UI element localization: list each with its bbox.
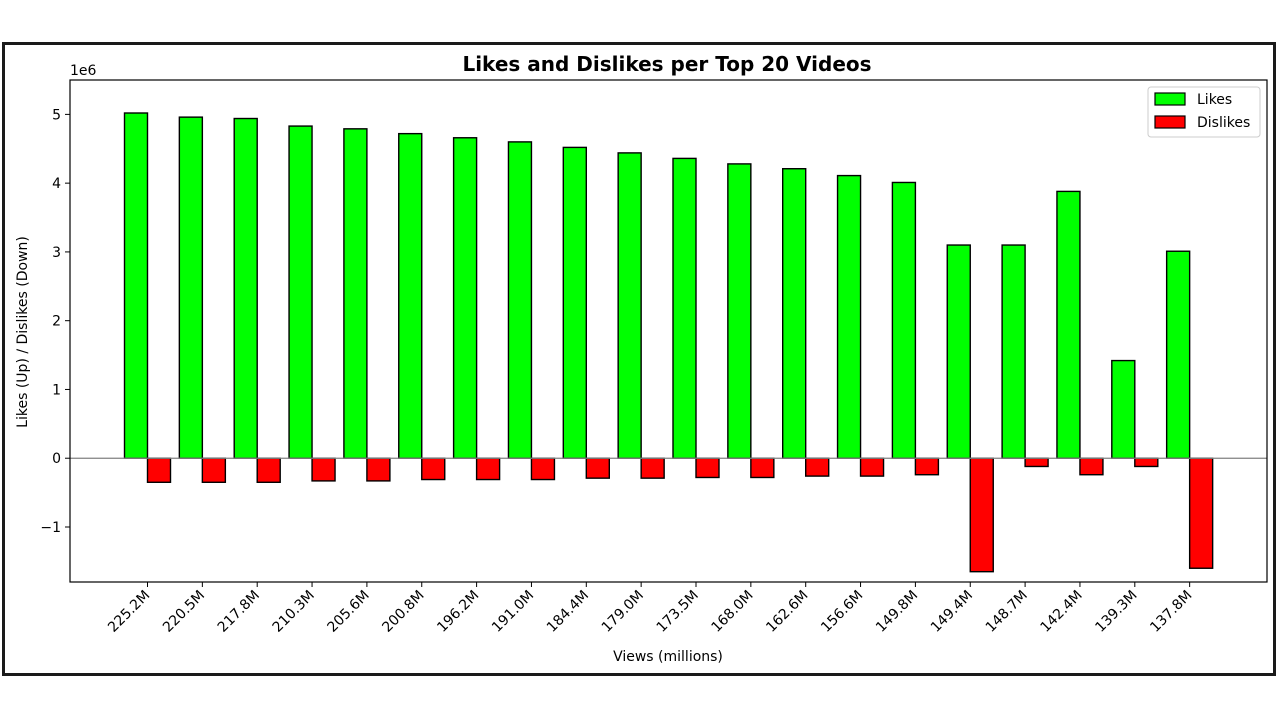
likes-bar xyxy=(727,163,752,459)
dislikes-bar xyxy=(969,457,994,573)
x-tick-label: 173.5M xyxy=(654,588,702,636)
y-tick-label: 5 xyxy=(52,107,61,123)
x-tick-label: 196.2M xyxy=(434,588,482,636)
plot-area xyxy=(69,79,1268,583)
likes-bar xyxy=(452,137,478,459)
legend: Likes Dislikes xyxy=(1147,86,1261,138)
dislikes-bar xyxy=(311,457,336,482)
likes-bar xyxy=(1001,244,1026,459)
x-tick-label: 225.2M xyxy=(105,588,153,636)
y-tick-label: 2 xyxy=(52,314,61,330)
x-tick-label: 217.8M xyxy=(215,588,263,636)
y-axis-label: Likes (Up) / Dislikes (Down) xyxy=(15,236,31,428)
likes-bar xyxy=(836,174,862,459)
x-tick-label: 179.0M xyxy=(599,588,647,636)
likes-bar xyxy=(1165,250,1191,459)
dislikes-bar xyxy=(914,457,940,476)
x-tick-label: 156.6M xyxy=(818,588,866,636)
likes-bar xyxy=(782,168,807,459)
x-tick-label: 200.8M xyxy=(379,588,427,636)
dislikes-bar xyxy=(585,457,610,479)
likes-bar xyxy=(891,181,917,459)
x-tick-label: 139.3M xyxy=(1092,588,1140,636)
x-tick-label: 149.4M xyxy=(928,588,976,636)
bars-layer xyxy=(123,112,1214,573)
legend-label: Dislikes xyxy=(1197,115,1250,131)
x-tick-label: 220.5M xyxy=(160,588,208,636)
x-tick-label: 162.6M xyxy=(763,588,811,636)
x-tick-label: 210.3M xyxy=(270,588,318,636)
x-tick-label: 142.4M xyxy=(1038,588,1086,636)
likes-bar xyxy=(562,146,587,459)
likes-bar xyxy=(178,116,204,459)
likes-bar xyxy=(507,141,533,459)
likes-bar xyxy=(617,152,642,459)
likes-bar xyxy=(288,125,313,459)
dislikes-bar xyxy=(805,457,830,477)
dislikes-bar xyxy=(1188,457,1214,569)
dislikes-bar xyxy=(1134,457,1159,468)
y-tick-label: 4 xyxy=(52,176,61,192)
x-tick-label: 137.8M xyxy=(1147,588,1195,636)
y-tick-label: 0 xyxy=(52,451,61,467)
x-tick-label: 149.8M xyxy=(873,588,921,636)
dislikes-bar xyxy=(530,457,556,481)
dislikes-bar xyxy=(750,457,775,479)
dislikes-bar xyxy=(366,457,391,482)
legend-label: Likes xyxy=(1197,92,1232,108)
chart-title: Likes and Dislikes per Top 20 Videos xyxy=(462,52,871,76)
y-tick-label: 1 xyxy=(52,382,61,398)
x-tick-label: 205.6M xyxy=(325,588,373,636)
likes-bar xyxy=(1111,359,1136,459)
x-axis: 225.2M 220.5M 217.8M 210.3M 205.6M 200.8M 196.… xyxy=(105,582,1195,636)
likes-bar xyxy=(233,117,258,459)
dislikes-bar xyxy=(1079,457,1104,476)
x-tick-label: 184.4M xyxy=(544,588,592,636)
dislikes-bar xyxy=(475,457,501,481)
y-scale-label: 1e6 xyxy=(70,63,97,79)
dislikes-bar xyxy=(695,457,720,479)
likes-bar xyxy=(123,112,149,459)
likes-bar xyxy=(1056,190,1081,459)
likes-bar xyxy=(398,132,423,459)
x-axis-label: Views (millions) xyxy=(613,649,723,665)
likes-bar xyxy=(672,157,697,459)
legend-swatch xyxy=(1154,92,1186,106)
dislikes-bar xyxy=(640,457,665,479)
y-tick-label: −1 xyxy=(40,520,61,536)
dislikes-bar xyxy=(146,457,172,483)
y-axis: −1 0 1 2 3 4 5 xyxy=(40,107,70,536)
x-tick-label: 191.0M xyxy=(489,588,537,636)
x-tick-label: 148.7M xyxy=(983,588,1031,636)
x-tick-label: 168.0M xyxy=(708,588,756,636)
legend-swatch xyxy=(1154,115,1186,129)
dislikes-bar xyxy=(256,457,281,483)
y-tick-label: 3 xyxy=(52,245,61,261)
dislikes-bar xyxy=(1024,457,1049,468)
likes-bar xyxy=(343,128,368,459)
dislikes-bar xyxy=(859,457,885,477)
dislikes-bar xyxy=(201,457,227,483)
likes-bar xyxy=(946,244,971,459)
dislikes-bar xyxy=(421,457,446,481)
